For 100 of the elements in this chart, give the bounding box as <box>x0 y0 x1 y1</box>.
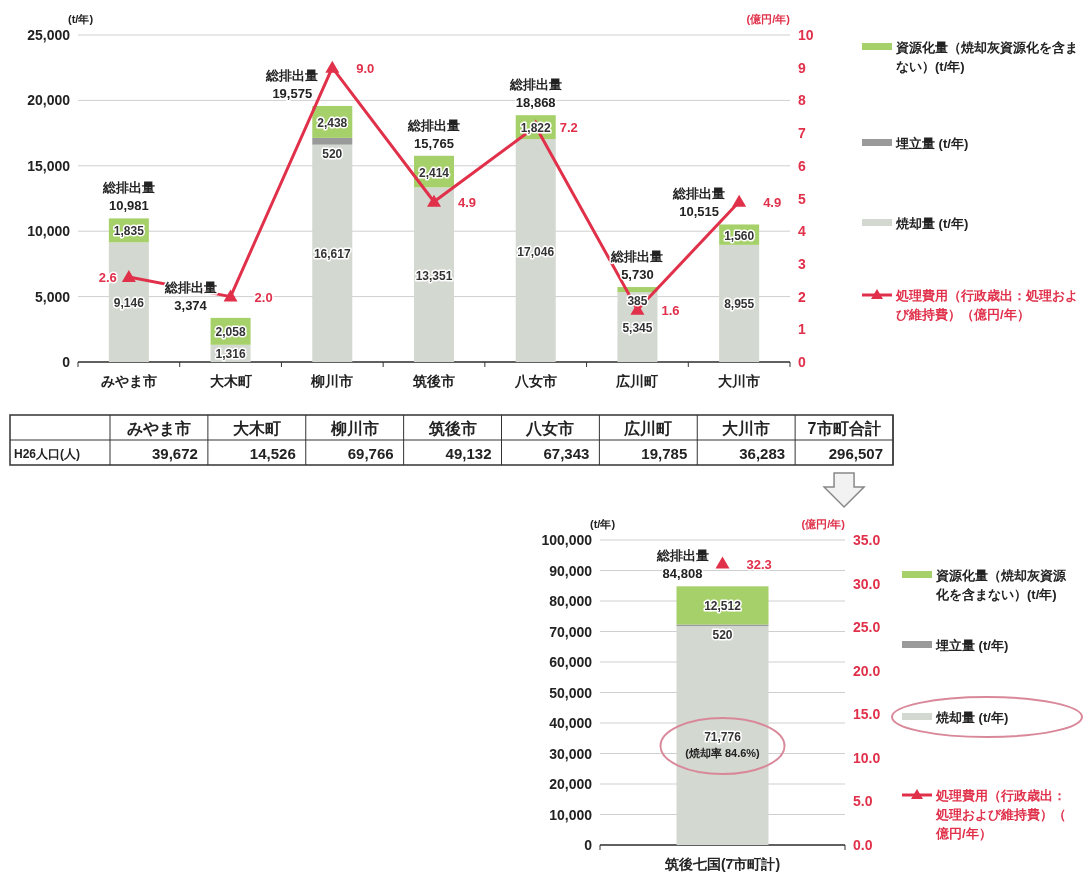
category-label: 大木町 <box>232 420 281 437</box>
x-tick-label: 大木町 <box>209 373 252 389</box>
text: 19,785 <box>641 445 688 462</box>
data-label: 4.9 <box>458 194 477 210</box>
category-label: 大川市 <box>722 420 771 437</box>
data-label: 9.0 <box>356 60 375 76</box>
y-axis-title: (t/年) <box>590 518 616 530</box>
y-tick-label: 40,000 <box>549 715 593 731</box>
y-tick-label: 0 <box>584 837 593 853</box>
y2-tick-label: 3 <box>798 255 806 272</box>
data-label: 520 <box>712 628 733 643</box>
data-label: 520 <box>322 146 343 161</box>
data-label: 2.6 <box>98 269 117 285</box>
category-label: みやま市 <box>126 420 191 437</box>
total-label: 総排出量 19,575 <box>265 67 319 101</box>
legend-label: 処理費用（行政歳出：処理および維持費）（億円/年） <box>935 788 1066 841</box>
point <box>427 194 441 207</box>
y-tick-label: 60,000 <box>549 654 593 670</box>
y2-tick-label: 25.0 <box>853 619 881 636</box>
y-tick-label: 20,000 <box>549 776 593 792</box>
text: 14,526 <box>249 445 296 462</box>
y2-tick-label: 0 <box>798 354 806 370</box>
y2-tick-label: 10.0 <box>853 749 881 766</box>
data-label: 1,560 <box>724 228 755 243</box>
text: 39,672 <box>151 445 198 462</box>
total-label: 総排出量 15,765 <box>407 117 460 151</box>
y2-tick-label: 9 <box>798 59 806 76</box>
y2-tick-label: 20.0 <box>853 662 881 679</box>
data-label: 71,776 <box>704 729 742 744</box>
y2-tick-label: 4 <box>798 223 806 240</box>
bar <box>312 137 353 145</box>
y2-axis-title: (億円/年) <box>801 518 846 530</box>
x-tick-label: 大川市 <box>718 373 761 389</box>
x-tick-label: 柳川市 <box>310 373 354 389</box>
x-tick-label: みやま市 <box>100 373 157 389</box>
y2-tick-label: 10 <box>798 27 814 43</box>
y2-tick-label: 2 <box>798 288 806 305</box>
text: 296,507 <box>828 445 883 462</box>
data-label: 32.3 <box>746 556 772 572</box>
category-label: H26人口(人) <box>14 447 81 461</box>
y2-tick-label: 7 <box>798 125 806 142</box>
data-label: 2.0 <box>254 289 273 305</box>
annotation: (焼却率 84.6%) <box>685 747 761 759</box>
text: 67,343 <box>543 445 590 462</box>
data-label: 4.9 <box>763 194 782 210</box>
x-tick-label: 八女市 <box>513 373 557 389</box>
y-tick-label: 10,000 <box>27 223 71 240</box>
data-label: 1.6 <box>661 302 680 318</box>
y-tick-label: 70,000 <box>549 623 593 640</box>
x-tick-label: 筑後市 <box>412 373 455 389</box>
y2-tick-label: 30.0 <box>853 575 881 592</box>
y-tick-label: 50,000 <box>549 684 593 701</box>
y2-tick-label: 6 <box>798 157 806 174</box>
total-label: 総排出量 18,868 <box>508 77 562 111</box>
total-label: 総排出量 10,981 <box>101 180 155 214</box>
y2-axis-title: (億円/年) <box>746 13 791 25</box>
y2-tick-label: 8 <box>798 92 806 109</box>
total-label: 総排出量 5,730 <box>610 249 664 283</box>
y-tick-label: 30,000 <box>549 745 593 762</box>
point <box>732 194 747 207</box>
data-label: 8,955 <box>724 297 755 312</box>
category-label: 柳川市 <box>329 420 379 437</box>
point <box>121 269 136 282</box>
y-tick-label: 25,000 <box>27 27 71 43</box>
y-axis-title: (t/年) <box>68 13 94 25</box>
category-label: 八女市 <box>525 420 575 437</box>
data-label: 16,617 <box>313 247 351 262</box>
data-label: 2,438 <box>317 115 348 130</box>
data-label: 12,512 <box>704 599 742 614</box>
y2-tick-label: 0.0 <box>853 837 873 853</box>
data-label: 17,046 <box>517 244 555 259</box>
data-label: 9,146 <box>113 296 145 311</box>
text: 36,283 <box>739 445 786 462</box>
category-label: 広川町 <box>623 419 673 437</box>
data-label: 1,316 <box>215 347 246 362</box>
data-label: 13,351 <box>415 268 453 283</box>
data-label: 5,345 <box>622 321 653 336</box>
y2-tick-label: 1 <box>798 321 806 338</box>
y-tick-label: 80,000 <box>549 593 593 609</box>
legend-label: 埋立量 (t/年) <box>895 136 969 151</box>
data-label: 2,058 <box>215 325 246 340</box>
y-tick-label: 100,000 <box>541 532 593 548</box>
y-tick-label: 0 <box>62 354 71 370</box>
data-label: 7.2 <box>559 119 578 135</box>
y-tick-label: 15,000 <box>27 157 71 174</box>
y-tick-label: 5,000 <box>34 288 71 305</box>
y2-tick-label: 35.0 <box>853 532 881 548</box>
legend-label: 資源化量（焼却灰資源化を含まない）(t/年) <box>935 568 1067 602</box>
legend-label: 埋立量 (t/年) <box>935 638 1009 653</box>
y2-tick-label: 5.0 <box>853 793 873 810</box>
x-tick-label: 広川町 <box>615 373 659 389</box>
y-tick-label: 10,000 <box>549 806 593 823</box>
y2-tick-label: 15.0 <box>853 706 881 723</box>
category-label: 筑後市 <box>427 420 477 437</box>
legend-label: 焼却量 (t/年) <box>895 216 969 231</box>
legend-label: 焼却量 (t/年) <box>935 710 1009 725</box>
data-label: 2,414 <box>418 165 450 180</box>
point <box>325 60 340 73</box>
x-tick-label: 筑後七国(7市町計) <box>663 856 781 872</box>
total-label: 総排出量 84,808 <box>655 548 709 582</box>
